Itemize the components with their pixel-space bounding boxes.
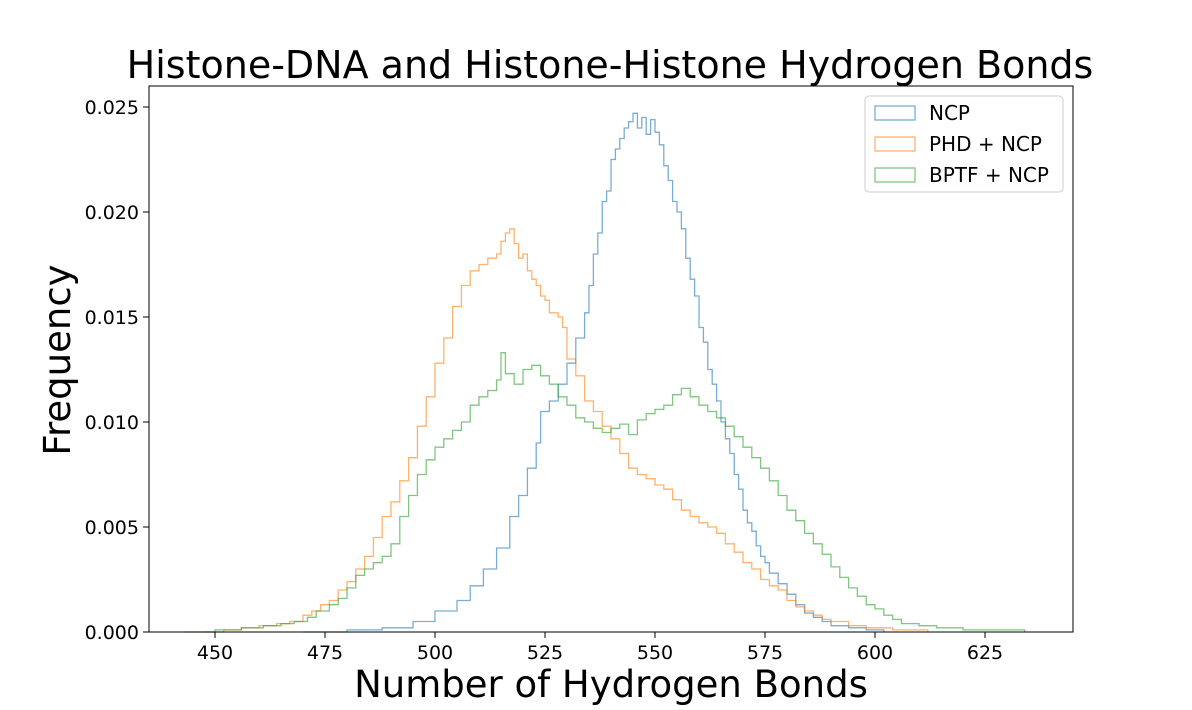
legend-swatch xyxy=(874,167,916,183)
y-tick-label: 0.015 xyxy=(85,307,139,329)
x-tick-label: 600 xyxy=(857,642,893,664)
legend-swatch xyxy=(874,136,916,152)
x-tick-label: 550 xyxy=(637,642,673,664)
y-tick-label: 0.005 xyxy=(85,517,139,539)
x-axis-label: Number of Hydrogen Bonds xyxy=(354,663,868,706)
y-tick-label: 0.020 xyxy=(85,202,139,224)
y-tick-label: 0.000 xyxy=(85,622,139,644)
y-tick-label: 0.025 xyxy=(85,97,139,119)
x-tick-label: 500 xyxy=(417,642,453,664)
x-tick-label: 475 xyxy=(307,642,343,664)
y-tick-label: 0.010 xyxy=(85,412,139,434)
y-axis-ticks: 0.000 0.005 0.010 0.015 0.020 0.025 xyxy=(85,97,149,644)
x-tick-label: 625 xyxy=(967,642,1003,664)
legend: NCP PHD + NCP BPTF + NCP xyxy=(864,95,1064,193)
chart-title: Histone-DNA and Histone-Histone Hydrogen… xyxy=(127,43,1094,87)
x-tick-label: 525 xyxy=(527,642,563,664)
legend-label: NCP xyxy=(929,101,970,125)
x-tick-label: 575 xyxy=(747,642,783,664)
series-line-2 xyxy=(184,352,1026,633)
x-tick-label: 450 xyxy=(197,642,233,664)
y-axis-label: Frequency xyxy=(36,264,79,455)
x-axis-ticks: 450 475 500 525 550 575 600 625 xyxy=(197,632,1003,664)
plot-frame xyxy=(148,85,1074,633)
series-line-1 xyxy=(201,228,929,633)
series-line-0 xyxy=(303,112,885,633)
legend-label: BPTF + NCP xyxy=(929,163,1049,187)
plot-series xyxy=(184,112,1026,633)
legend-swatch xyxy=(874,105,916,121)
legend-label: PHD + NCP xyxy=(929,132,1042,156)
